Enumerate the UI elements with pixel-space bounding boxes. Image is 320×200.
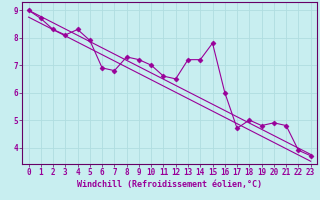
X-axis label: Windchill (Refroidissement éolien,°C): Windchill (Refroidissement éolien,°C) [77, 180, 262, 189]
